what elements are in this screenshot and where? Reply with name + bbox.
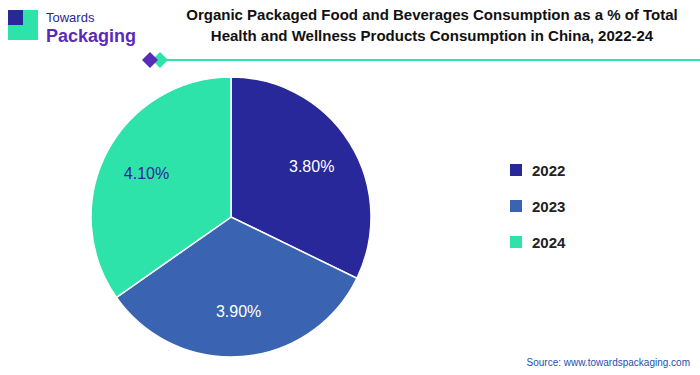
slice bbox=[91, 77, 231, 297]
logo-text: Packaging bbox=[46, 26, 136, 46]
data-labels: 3.80% 3.90% 4.10% bbox=[124, 158, 335, 320]
legend-label: 2022 bbox=[532, 162, 565, 179]
chart: TowardsPackaging Organic Packaged Food an… bbox=[0, 0, 700, 375]
pie bbox=[91, 77, 371, 357]
source: Source: www.towardspackaging.com bbox=[527, 357, 690, 368]
logo-text: Towards bbox=[46, 10, 95, 25]
title: Organic Packaged Food and Beverages Cons… bbox=[186, 6, 678, 44]
legend-label: 2024 bbox=[532, 234, 566, 251]
logo-icon bbox=[8, 10, 38, 40]
legend-swatch bbox=[510, 236, 522, 248]
legend-label: 2023 bbox=[532, 198, 565, 215]
header-rule bbox=[160, 59, 700, 61]
data-label: 4.10% bbox=[124, 165, 169, 182]
data-label: 3.90% bbox=[216, 303, 261, 320]
logo: TowardsPackaging bbox=[8, 10, 136, 46]
logo-icon-part bbox=[8, 10, 23, 25]
header-diamond bbox=[142, 52, 158, 68]
data-label: 3.80% bbox=[289, 158, 334, 175]
legend: 2022 2023 2024 bbox=[510, 162, 566, 251]
title-line: Organic Packaged Food and Beverages Cons… bbox=[186, 6, 678, 23]
title-line: Health and Wellness Products Consumption… bbox=[211, 27, 654, 44]
legend-swatch bbox=[510, 200, 522, 212]
legend-swatch bbox=[510, 164, 522, 176]
